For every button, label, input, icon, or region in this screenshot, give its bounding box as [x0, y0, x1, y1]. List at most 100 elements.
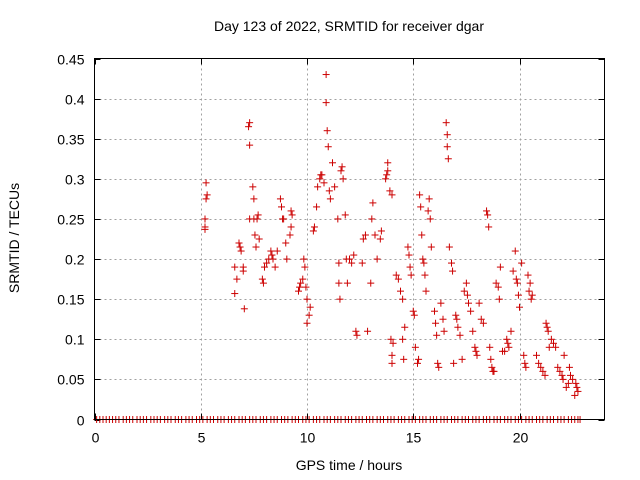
data-point — [535, 359, 543, 367]
data-point — [453, 315, 461, 323]
data-point — [369, 199, 377, 207]
data-point — [547, 335, 555, 343]
data-points — [93, 71, 584, 423]
data-point — [373, 255, 381, 263]
data-point — [269, 255, 277, 263]
data-point — [246, 119, 254, 127]
data-point — [331, 183, 339, 191]
data-point — [521, 359, 529, 367]
data-point — [424, 207, 432, 215]
data-point — [278, 203, 285, 211]
data-point — [335, 279, 343, 287]
data-point — [384, 159, 392, 167]
data-point — [415, 355, 423, 363]
data-point — [320, 179, 328, 187]
data-point — [505, 343, 513, 351]
data-point — [410, 311, 418, 319]
data-point — [286, 231, 294, 239]
data-point — [433, 331, 441, 339]
data-point — [448, 259, 455, 267]
data-point — [313, 203, 321, 211]
data-point — [297, 279, 305, 287]
data-point — [444, 155, 452, 163]
data-point — [303, 295, 311, 303]
data-point — [439, 315, 447, 323]
data-point — [418, 231, 426, 239]
data-point — [387, 335, 395, 343]
data-point — [350, 251, 358, 259]
data-point — [425, 195, 433, 203]
data-point — [406, 263, 414, 271]
data-point — [273, 247, 281, 255]
data-point — [388, 359, 396, 367]
axis-ticks: 0 0.05 0.1 0.15 0.2 0.25 0.3 0.35 0.4 0.45 0 5 10 15 2… — [57, 52, 605, 446]
data-point — [417, 203, 425, 211]
data-point — [240, 305, 248, 313]
y-tick-label: 0.3 — [65, 172, 85, 188]
data-point — [324, 143, 332, 151]
data-point — [253, 215, 261, 223]
data-point — [516, 303, 523, 311]
data-point — [309, 227, 317, 235]
data-point — [435, 363, 443, 371]
data-point — [316, 175, 324, 183]
data-point — [419, 255, 427, 263]
data-point — [314, 183, 322, 191]
data-point — [467, 307, 475, 315]
data-point — [526, 279, 534, 287]
data-point — [528, 291, 536, 299]
x-tick-label: 15 — [406, 430, 422, 446]
data-point — [533, 351, 540, 359]
data-point — [249, 183, 257, 191]
data-point — [233, 275, 241, 283]
data-point — [202, 195, 210, 203]
data-point — [541, 371, 549, 379]
data-point — [322, 71, 330, 79]
plot-frame — [94, 58, 605, 420]
data-point — [361, 231, 369, 239]
data-point — [368, 215, 376, 223]
data-point — [295, 287, 302, 295]
grid — [94, 58, 605, 420]
data-point — [231, 263, 239, 271]
data-point — [400, 355, 408, 363]
data-point — [280, 215, 288, 223]
data-point — [503, 335, 511, 343]
data-point — [409, 307, 417, 315]
data-point — [490, 367, 498, 375]
y-tick-label: 0.15 — [57, 292, 84, 308]
data-point — [263, 259, 271, 267]
data-point — [524, 271, 532, 279]
data-point — [567, 371, 574, 379]
data-point — [352, 327, 360, 335]
data-point — [401, 323, 409, 331]
data-point — [353, 331, 361, 339]
data-point — [539, 367, 547, 375]
data-point — [359, 235, 367, 243]
data-point — [239, 267, 247, 275]
data-point — [201, 215, 209, 223]
data-point — [335, 259, 343, 267]
data-point — [325, 187, 333, 195]
y-tick-label: 0.2 — [65, 252, 85, 268]
data-point — [399, 335, 407, 343]
data-point — [514, 291, 522, 299]
data-point — [420, 259, 428, 267]
data-point — [255, 235, 263, 243]
data-point — [564, 379, 572, 387]
data-point — [469, 327, 477, 335]
data-point — [318, 171, 326, 179]
data-point — [504, 339, 512, 347]
data-point — [431, 307, 438, 315]
data-point — [496, 263, 504, 271]
data-point — [310, 223, 318, 231]
data-point — [261, 263, 268, 271]
data-point — [550, 339, 557, 347]
data-point — [377, 227, 385, 235]
data-point — [386, 187, 394, 195]
data-point — [271, 263, 279, 271]
data-point — [449, 267, 457, 275]
data-point — [296, 283, 304, 291]
data-point — [472, 347, 480, 355]
